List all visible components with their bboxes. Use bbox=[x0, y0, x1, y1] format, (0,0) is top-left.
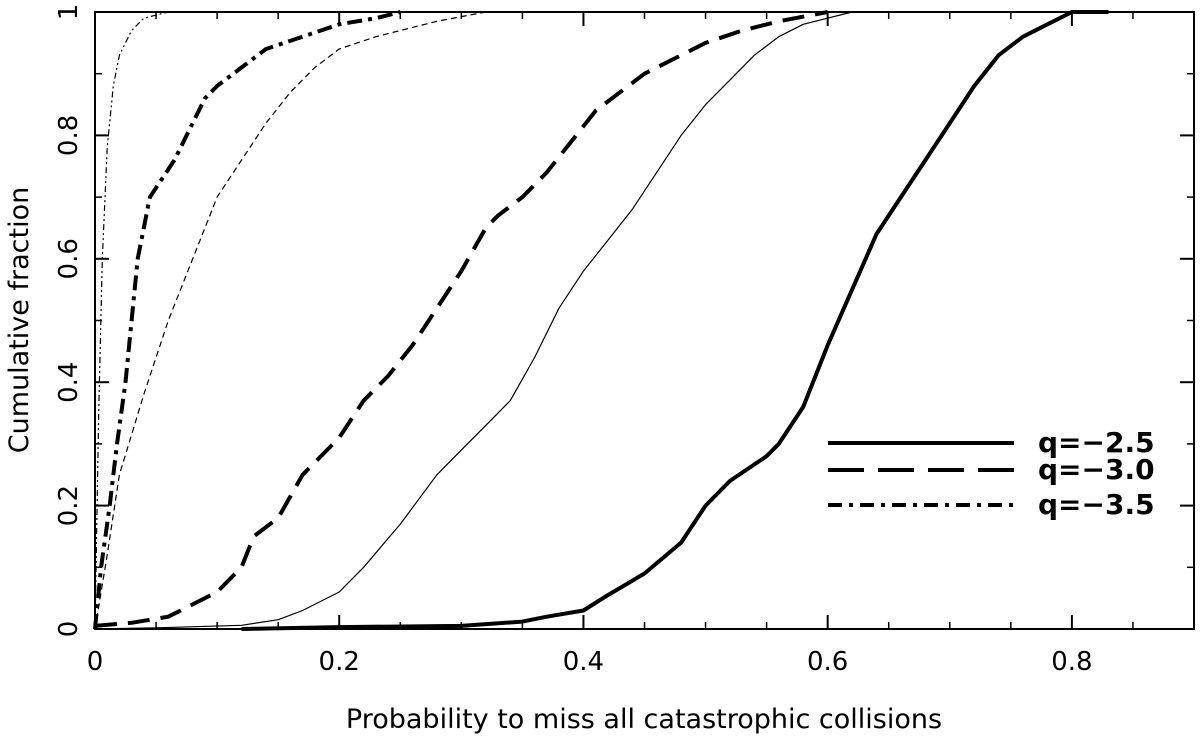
x-tick-label: 0.4 bbox=[563, 647, 604, 677]
y-tick-label: 0.4 bbox=[54, 362, 84, 403]
series-line-1 bbox=[241, 10, 1109, 631]
y-axis-label: Cumulative fraction bbox=[4, 187, 35, 453]
series-line-4 bbox=[94, 11, 853, 630]
y-tick-label: 0.8 bbox=[54, 115, 84, 156]
plot-frame bbox=[94, 11, 1195, 630]
y-tick-label: 0 bbox=[54, 621, 84, 638]
series-line-3 bbox=[93, 10, 401, 630]
x-tick-label: 0 bbox=[87, 647, 104, 677]
x-tick-label: 0.6 bbox=[807, 647, 848, 677]
x-tick-label: 0.2 bbox=[319, 647, 360, 677]
legend-label-1: q=−2.5 bbox=[1038, 426, 1155, 459]
plot-lines bbox=[93, 10, 1109, 631]
x-axis-label: Probability to miss all catastrophic col… bbox=[346, 704, 942, 735]
axis-ticks bbox=[94, 11, 1195, 630]
y-tick-label: 0.2 bbox=[54, 485, 84, 526]
series-line-2 bbox=[94, 10, 829, 628]
y-tick-label: 0.6 bbox=[54, 238, 84, 279]
legend-label-3: q=−3.5 bbox=[1038, 488, 1155, 521]
legend-label-2: q=−3.0 bbox=[1038, 453, 1155, 486]
series-line-5 bbox=[94, 11, 486, 630]
axis-tick-labels: 0 0.2 0.4 0.6 0.8 0 0.2 0.4 0.6 0.8 1 bbox=[54, 4, 1093, 677]
series-line-6 bbox=[94, 11, 169, 630]
legend: q=−2.5q=−3.0q=−3.5 bbox=[828, 426, 1155, 521]
x-tick-label: 0.8 bbox=[1051, 647, 1092, 677]
y-tick-label: 1 bbox=[54, 4, 84, 21]
